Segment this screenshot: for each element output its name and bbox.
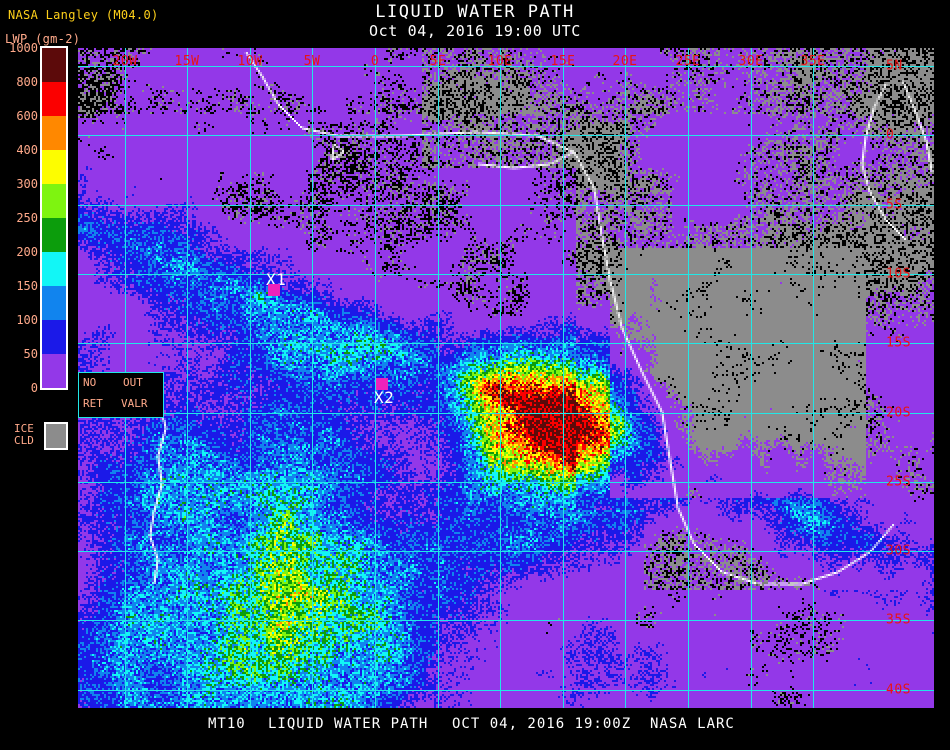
lon-label-10E: 10E: [487, 54, 513, 69]
gridline-lat-5N: [78, 66, 934, 67]
gridline-lon-15W: [187, 48, 188, 708]
gridline-lat-40S: [78, 690, 934, 691]
footer-product-name: LIQUID WATER PATH: [268, 716, 429, 732]
colorbar-tick-1000: 1000: [9, 41, 38, 55]
gridline-lat-0: [78, 135, 934, 136]
colorbar-bands: [42, 48, 66, 388]
colorbar: [40, 46, 68, 390]
legend-ret: RET: [83, 397, 103, 410]
colorbar-band-150-200: [42, 252, 66, 286]
gridline-lat-25S: [78, 482, 934, 483]
gridline-lat-15S: [78, 343, 934, 344]
site-marker-x1[interactable]: [268, 284, 280, 296]
satellite-image[interactable]: [78, 48, 934, 708]
lat-label-5N: 5N: [886, 58, 903, 74]
legend-out: OUT: [123, 376, 143, 389]
gridline-lon-10E: [500, 48, 501, 708]
colorbar-tick-0: 0: [30, 381, 38, 395]
lat-label-20S: 20S: [886, 405, 911, 421]
lon-label-5E: 5E: [429, 54, 447, 69]
colorbar-band-800-1000: [42, 48, 66, 82]
lon-label-15W: 15W: [174, 54, 200, 69]
legend-no: NO: [83, 376, 97, 389]
lon-label-5W: 5W: [303, 54, 321, 69]
gridline-lon-10W: [250, 48, 251, 708]
ice-cloud-key: ICE CLD: [14, 423, 74, 447]
lat-label-10S: 10S: [886, 266, 911, 282]
colorbar-band-250-300: [42, 184, 66, 218]
gridline-lon-30E: [751, 48, 752, 708]
gridline-lat-5S: [78, 205, 934, 206]
colorbar-band-400-600: [42, 116, 66, 150]
gridline-lat-30S: [78, 551, 934, 552]
colorbar-band-300-400: [42, 150, 66, 184]
lat-label-0: 0: [886, 127, 895, 143]
colorbar-band-200-250: [42, 218, 66, 252]
lat-label-5S: 5S: [886, 197, 903, 213]
gridline-lon-15E: [563, 48, 564, 708]
gridline-lon-35E: [813, 48, 814, 708]
ice-key-line1: ICE: [14, 422, 34, 435]
page-title: LIQUID WATER PATH: [375, 2, 575, 22]
lon-label-20W: 20W: [112, 54, 138, 69]
map-grid: 25W20W15W10W5W05E10E15E20E25E30E35E5N05S…: [78, 48, 934, 708]
colorbar-tick-labels: [0, 0, 38, 1]
colorbar-tick-150: 150: [16, 279, 38, 293]
legend-valr: VALR: [121, 397, 148, 410]
lon-label-25E: 25E: [675, 54, 701, 69]
gridline-lon-20E: [625, 48, 626, 708]
lon-label-10W: 10W: [237, 54, 263, 69]
page-subtitle: Oct 04, 2016 19:00 UTC: [369, 22, 581, 40]
satellite-map[interactable]: 25W20W15W10W5W05E10E15E20E25E30E35E5N05S…: [78, 48, 934, 708]
lon-label-35E: 35E: [800, 54, 826, 69]
no-retrieval-legend: NO OUT RET VALR: [78, 372, 164, 418]
lat-label-25S: 25S: [886, 474, 911, 490]
site-label-x2: X2: [374, 388, 395, 407]
colorbar-band-600-800: [42, 82, 66, 116]
colorbar-band-0-50: [42, 354, 66, 388]
lon-label-30E: 30E: [738, 54, 764, 69]
colorbar-tick-300: 300: [16, 177, 38, 191]
colorbar-tick-50: 50: [23, 347, 38, 361]
ice-cloud-swatch: [44, 422, 68, 450]
site-markers: X1 X2: [78, 48, 934, 708]
gridline-lon-5W: [312, 48, 313, 708]
lat-label-35S: 35S: [886, 612, 911, 628]
colorbar-tick-400: 400: [16, 143, 38, 157]
units-label: LWP (gm-2): [5, 32, 81, 46]
colorbar-band-100-150: [42, 286, 66, 320]
lat-label-15S: 15S: [886, 335, 911, 351]
site-marker-x2[interactable]: [376, 378, 388, 390]
lon-label-0: 0: [370, 54, 380, 69]
colorbar-tick-800: 800: [16, 75, 38, 89]
gridline-lat-35S: [78, 620, 934, 621]
footer-datetime: OCT 04, 2016 19:00Z: [452, 716, 632, 732]
colorbar-tick-250: 250: [16, 211, 38, 225]
colorbar-tick-600: 600: [16, 109, 38, 123]
lon-label-15E: 15E: [550, 54, 576, 69]
gridline-lon-0: [375, 48, 376, 708]
gridline-lon-25E: [688, 48, 689, 708]
ice-key-line2: CLD: [14, 434, 34, 447]
gridline-lat-10S: [78, 274, 934, 275]
gridline-lat-20S: [78, 413, 934, 414]
colorbar-tick-200: 200: [16, 245, 38, 259]
lon-label-20E: 20E: [612, 54, 638, 69]
colorbar-band-50-100: [42, 320, 66, 354]
gridline-lon-5E: [438, 48, 439, 708]
footer-product-code: MT10: [208, 716, 246, 732]
agency-label: NASA Langley (M04.0): [8, 8, 159, 22]
lat-label-30S: 30S: [886, 543, 911, 559]
colorbar-tick-100: 100: [16, 313, 38, 327]
lat-label-40S: 40S: [886, 682, 911, 698]
footer-organization: NASA LARC: [650, 716, 735, 732]
